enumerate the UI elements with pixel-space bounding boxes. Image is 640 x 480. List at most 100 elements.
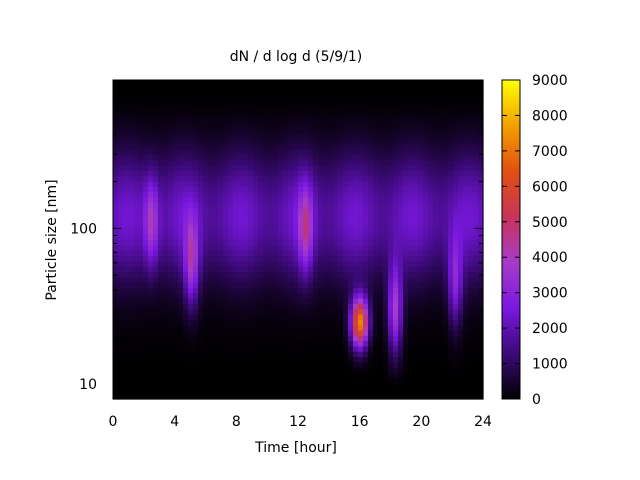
heatmap-cell: [123, 80, 129, 86]
heatmap-cell: [183, 282, 189, 288]
heatmap-cell: [418, 250, 424, 257]
heatmap-cell: [243, 127, 249, 134]
heatmap-cell: [363, 266, 369, 272]
heatmap-cell: [308, 181, 314, 187]
heatmap-cell: [273, 228, 279, 235]
heatmap-cell: [243, 85, 249, 92]
heatmap-cell: [258, 196, 264, 203]
heatmap-cell: [198, 170, 204, 177]
heatmap-cell: [323, 154, 329, 161]
heatmap-cell: [248, 297, 254, 304]
heatmap-cell: [393, 388, 399, 395]
heatmap-cell: [403, 117, 409, 124]
heatmap-cell: [213, 133, 219, 140]
heatmap-cell: [173, 186, 179, 193]
heatmap-cell: [273, 372, 279, 379]
heatmap-cell: [318, 361, 324, 368]
heatmap-cell: [273, 271, 279, 278]
heatmap-cell: [358, 154, 364, 161]
heatmap-cell: [383, 303, 389, 310]
heatmap-cell: [363, 138, 369, 145]
heatmap-cell: [123, 218, 129, 225]
heatmap-cell: [118, 170, 124, 177]
heatmap-cell: [198, 175, 204, 182]
heatmap-cell: [338, 372, 344, 379]
heatmap-cell: [458, 319, 464, 326]
heatmap-cell: [303, 196, 309, 203]
heatmap-cell: [323, 127, 329, 134]
heatmap-cell: [423, 335, 429, 342]
heatmap-cell: [353, 367, 359, 374]
heatmap-cell: [343, 260, 349, 267]
heatmap-cell: [443, 101, 449, 108]
heatmap-cell: [308, 388, 314, 395]
heatmap-cell: [143, 345, 149, 352]
heatmap-cell: [203, 372, 209, 379]
heatmap-cell: [173, 207, 179, 214]
heatmap-cell: [463, 165, 469, 171]
heatmap-cell: [223, 282, 229, 288]
heatmap-cell: [238, 308, 244, 315]
heatmap-cell: [313, 367, 319, 374]
heatmap-cell: [188, 308, 194, 315]
heatmap-cell: [183, 351, 189, 358]
heatmap-cell: [478, 319, 484, 326]
heatmap-cell: [173, 159, 179, 166]
heatmap-cell: [228, 191, 234, 198]
heatmap-cell: [228, 303, 234, 310]
heatmap-cell: [318, 202, 324, 209]
heatmap-cell: [323, 276, 329, 283]
heatmap-cell: [303, 367, 309, 374]
heatmap-cell: [133, 228, 139, 235]
heatmap-cell: [218, 383, 224, 389]
heatmap-cell: [123, 271, 129, 278]
heatmap-cell: [433, 244, 439, 251]
heatmap-cell: [338, 181, 344, 187]
heatmap-cell: [323, 228, 329, 235]
x-tick-label: 12: [289, 414, 307, 430]
heatmap-cell: [443, 297, 449, 304]
heatmap-cell: [463, 106, 469, 113]
heatmap-cell: [388, 218, 394, 225]
heatmap-cell: [408, 196, 414, 203]
heatmap-cell: [378, 340, 384, 347]
heatmap-cell: [228, 202, 234, 209]
heatmap-cell: [468, 143, 474, 150]
heatmap-cell: [253, 127, 259, 134]
heatmap-cell: [413, 186, 419, 193]
heatmap-cell: [363, 154, 369, 161]
heatmap-cell: [268, 95, 274, 102]
heatmap-cell: [168, 95, 174, 102]
heatmap-cell: [243, 154, 249, 161]
heatmap-cell: [198, 80, 204, 86]
heatmap-cell: [328, 138, 334, 145]
heatmap-cell: [168, 138, 174, 145]
heatmap-cell: [458, 159, 464, 166]
heatmap-cell: [248, 324, 254, 331]
heatmap-cell: [428, 85, 434, 92]
heatmap-cell: [153, 191, 159, 198]
heatmap-cell: [173, 138, 179, 145]
heatmap-cell: [148, 212, 154, 219]
heatmap-cell: [143, 361, 149, 368]
heatmap-cell: [138, 218, 144, 225]
heatmap-cell: [368, 85, 374, 92]
heatmap-cell: [368, 154, 374, 161]
heatmap-cell: [298, 122, 304, 129]
heatmap-cell: [308, 234, 314, 241]
heatmap-cell: [448, 244, 454, 251]
heatmap-cell: [128, 228, 134, 235]
heatmap-cell: [283, 287, 289, 294]
heatmap-cell: [383, 212, 389, 219]
heatmap-cell: [163, 212, 169, 219]
heatmap-cell: [223, 388, 229, 395]
heatmap-cell: [203, 292, 209, 299]
heatmap-cell: [363, 85, 369, 92]
heatmap-cell: [193, 122, 199, 129]
heatmap-cell: [358, 133, 364, 140]
heatmap-cell: [433, 250, 439, 257]
heatmap-cell: [198, 319, 204, 326]
heatmap-cell: [433, 377, 439, 384]
heatmap-cell: [428, 292, 434, 299]
heatmap-cell: [218, 101, 224, 108]
